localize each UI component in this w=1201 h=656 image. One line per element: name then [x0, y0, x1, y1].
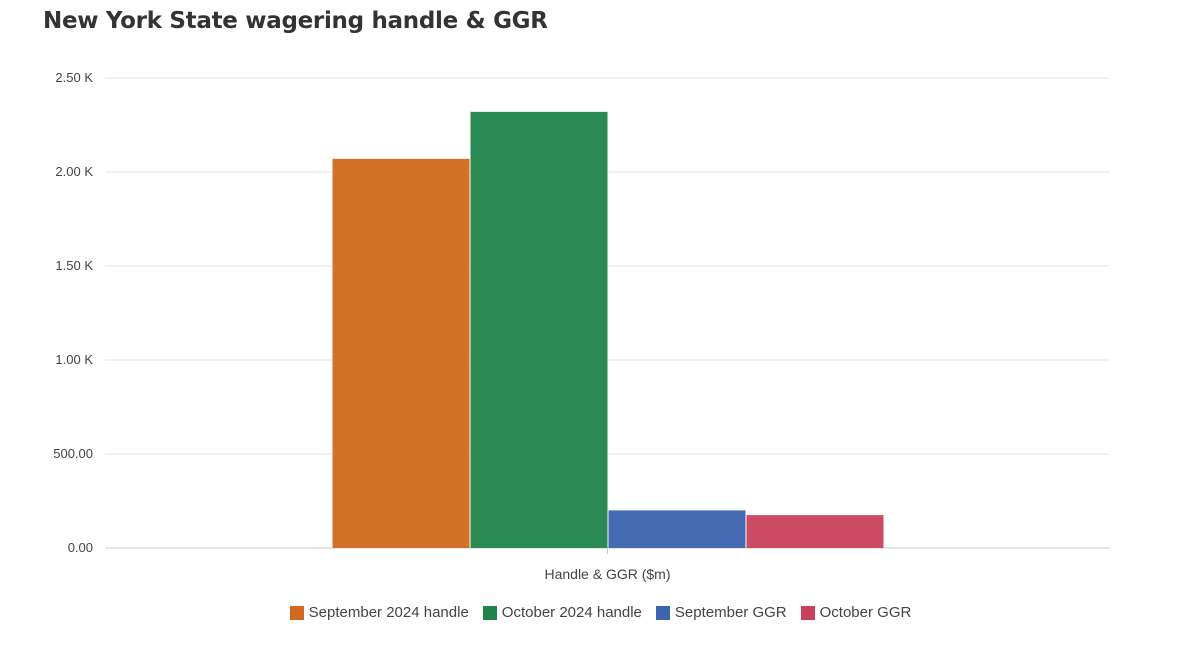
x-axis: Handle & GGR ($m) — [544, 548, 671, 582]
y-tick-label: 1.00 K — [55, 352, 93, 367]
legend-item[interactable]: October 2024 handle — [482, 604, 642, 621]
bar-chart: 0.00 500.00 1.00 K 1.50 K 2.00 K 2.50 K Handl… — [53, 70, 1110, 582]
y-tick-label: 2.50 K — [55, 70, 93, 85]
bars — [332, 111, 884, 548]
bar-september-2024-handle[interactable] — [332, 158, 470, 548]
legend-item[interactable]: September 2024 handle — [289, 604, 469, 621]
bar-september-ggr[interactable] — [608, 510, 746, 548]
y-tick-label: 2.00 K — [55, 164, 93, 179]
y-tick-label: 1.50 K — [55, 258, 93, 273]
legend: September 2024 handle October 2024 handle… — [0, 604, 1201, 621]
legend-item[interactable]: September GGR — [655, 604, 787, 621]
legend-swatch — [482, 605, 497, 620]
bar-october-2024-handle[interactable] — [470, 111, 608, 548]
y-tick-label: 500.00 — [53, 446, 93, 461]
legend-label: September GGR — [674, 604, 787, 621]
chart-title: New York State wagering handle & GGR — [43, 8, 548, 34]
bar-october-ggr[interactable] — [746, 515, 884, 548]
legend-swatch — [655, 605, 670, 620]
y-tick-label: 0.00 — [68, 540, 93, 555]
legend-label: September 2024 handle — [308, 604, 469, 621]
x-category-label: Handle & GGR ($m) — [544, 566, 670, 582]
legend-label: October GGR — [819, 604, 912, 621]
legend-swatch — [289, 605, 304, 620]
legend-item[interactable]: October GGR — [800, 604, 912, 621]
legend-label: October 2024 handle — [501, 604, 642, 621]
y-axis-ticks: 0.00 500.00 1.00 K 1.50 K 2.00 K 2.50 K — [53, 70, 93, 555]
legend-swatch — [800, 605, 815, 620]
